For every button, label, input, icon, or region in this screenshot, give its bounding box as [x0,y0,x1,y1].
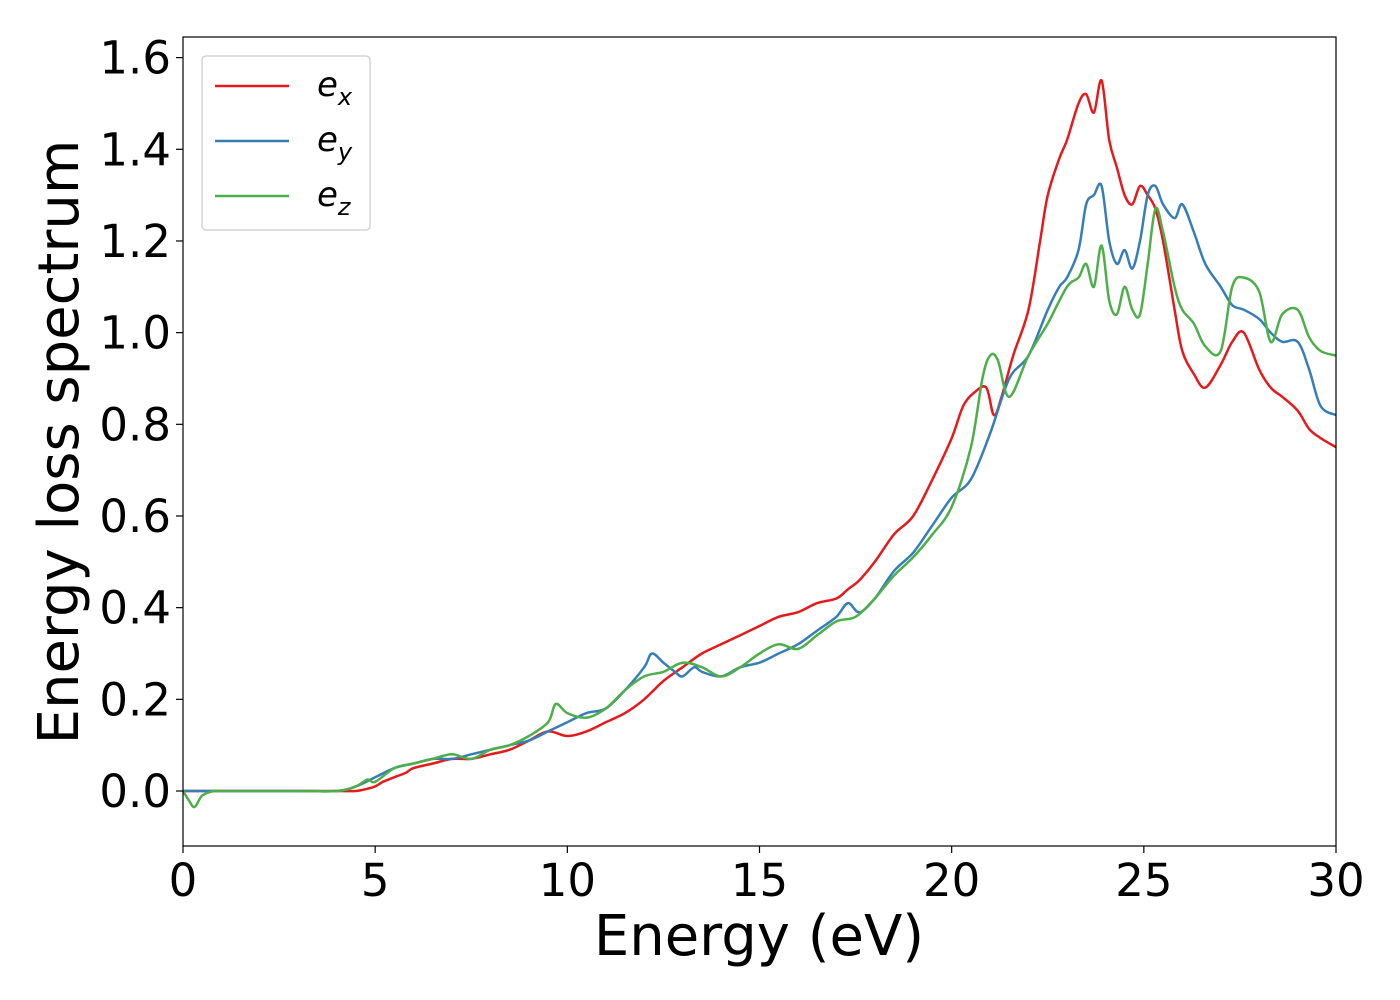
y-tick-label: 1.2 [99,215,171,268]
legend-box [201,55,371,231]
y-tick-label: 0.0 [99,765,171,818]
series-line-e_x [182,79,1337,793]
series-layer [181,79,1337,809]
y-tick-label: 1.6 [99,32,171,85]
y-tick-label: 0.6 [99,490,171,543]
y-tick-label: 1.4 [99,123,171,176]
x-tick-label: 25 [1115,854,1172,907]
y-axis-ticks: 0.0 0.2 0.4 0.6 0.8 1.0 1.2 1.4 1.6 [99,32,183,818]
x-tick-label: 20 [923,854,980,907]
legend-label-e_z: ez [317,175,352,221]
y-tick-label: 1.0 [99,307,171,360]
x-tick-label: 0 [169,854,198,907]
x-tick-label: 15 [731,854,788,907]
y-tick-label: 0.4 [99,582,171,635]
y-tick-label: 0.8 [99,398,171,451]
x-axis-label: Energy (eV) [594,904,924,969]
x-tick-label: 30 [1307,854,1364,907]
x-tick-label: 5 [361,854,390,907]
legend: ex ey ez [201,55,371,231]
x-tick-label: 10 [539,854,596,907]
y-tick-label: 0.2 [99,673,171,726]
y-axis-label: Energy loss spectrum [27,140,92,745]
legend-label-e_x: ex [317,65,353,111]
legend-label-e_y: ey [317,120,353,166]
x-axis-ticks: 0 5 10 15 20 25 30 [169,846,1365,907]
series-line-e_z [181,206,1337,809]
